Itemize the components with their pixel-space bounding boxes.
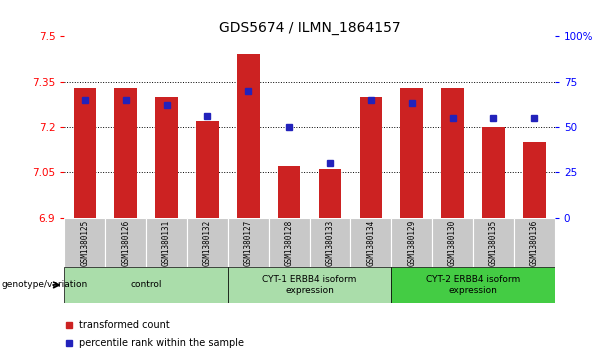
Bar [187, 218, 228, 267]
Bar [115, 88, 137, 218]
Bar [146, 218, 187, 267]
Bar [310, 218, 351, 267]
Bar [473, 218, 514, 267]
Text: GSM1380134: GSM1380134 [367, 219, 375, 265]
Text: genotype/variation: genotype/variation [1, 281, 88, 289]
Bar [482, 127, 504, 218]
Bar [432, 218, 473, 267]
Text: control: control [131, 281, 162, 289]
Bar [196, 121, 219, 218]
Bar [441, 88, 464, 218]
Bar [400, 88, 423, 218]
Bar [391, 267, 555, 303]
Text: GSM1380136: GSM1380136 [530, 219, 539, 265]
Bar [351, 218, 391, 267]
Bar [319, 170, 341, 218]
Text: GSM1380128: GSM1380128 [284, 219, 294, 265]
Bar [155, 97, 178, 218]
Bar [391, 218, 432, 267]
Bar [228, 218, 268, 267]
Text: GSM1380133: GSM1380133 [326, 219, 335, 265]
Text: GSM1380129: GSM1380129 [407, 219, 416, 265]
Text: GSM1380131: GSM1380131 [162, 219, 171, 265]
Bar [514, 218, 555, 267]
Text: CYT-1 ERBB4 isoform
expression: CYT-1 ERBB4 isoform expression [262, 275, 357, 295]
Bar [64, 267, 228, 303]
Text: GSM1380130: GSM1380130 [448, 219, 457, 265]
Bar [523, 142, 546, 218]
Text: GSM1380126: GSM1380126 [121, 219, 130, 265]
Text: percentile rank within the sample: percentile rank within the sample [79, 338, 244, 348]
Bar [268, 218, 310, 267]
Bar [360, 97, 382, 218]
Bar [237, 54, 259, 218]
Bar [64, 218, 105, 267]
Bar [278, 166, 300, 218]
Bar [105, 218, 146, 267]
Bar [228, 267, 391, 303]
Text: GSM1380127: GSM1380127 [244, 219, 253, 265]
Text: GSM1380125: GSM1380125 [80, 219, 89, 265]
Text: transformed count: transformed count [79, 320, 170, 330]
Text: CYT-2 ERBB4 isoform
expression: CYT-2 ERBB4 isoform expression [426, 275, 520, 295]
Bar [74, 88, 96, 218]
Text: GSM1380132: GSM1380132 [203, 219, 212, 265]
Title: GDS5674 / ILMN_1864157: GDS5674 / ILMN_1864157 [219, 21, 400, 35]
Text: GSM1380135: GSM1380135 [489, 219, 498, 265]
